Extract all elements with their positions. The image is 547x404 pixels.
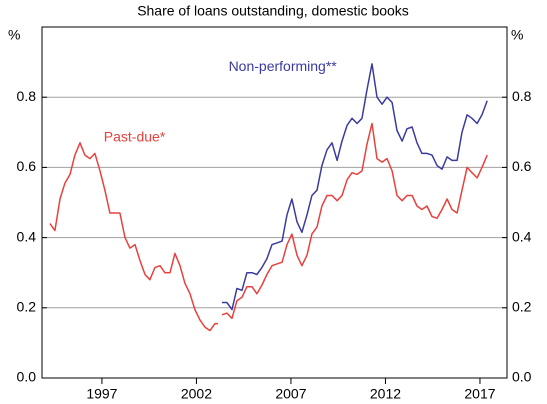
x-tick-label: 2012	[370, 386, 401, 402]
y-tick-label: 0.8	[17, 88, 37, 104]
x-tick-label: 2017	[464, 386, 495, 402]
annotation: Non-performing**	[229, 58, 338, 74]
annotation: Past-due*	[104, 128, 166, 144]
y-tick-label: 0.6	[17, 158, 37, 174]
x-tick-label: 2007	[275, 386, 306, 402]
series-line	[222, 63, 488, 311]
chart-subtitle: Share of loans outstanding, domestic boo…	[137, 3, 409, 19]
y2-axis-label: %	[511, 27, 523, 43]
y-tick-label: 0.4	[17, 228, 37, 244]
series-line	[49, 122, 488, 332]
plot-frame	[41, 26, 508, 379]
y-axis-label: %	[8, 27, 20, 43]
y2-tick-label: 0.4	[512, 228, 532, 244]
y-tick-label: 0.2	[17, 299, 37, 315]
y2-tick-label: 0.0	[512, 369, 532, 385]
y-tick-label: 0.0	[17, 369, 37, 385]
y2-tick-label: 0.8	[512, 88, 532, 104]
y2-tick-label: 0.6	[512, 158, 532, 174]
x-tick-label: 2002	[181, 386, 212, 402]
y2-tick-label: 0.2	[512, 299, 532, 315]
x-tick-label: 1997	[86, 386, 117, 402]
